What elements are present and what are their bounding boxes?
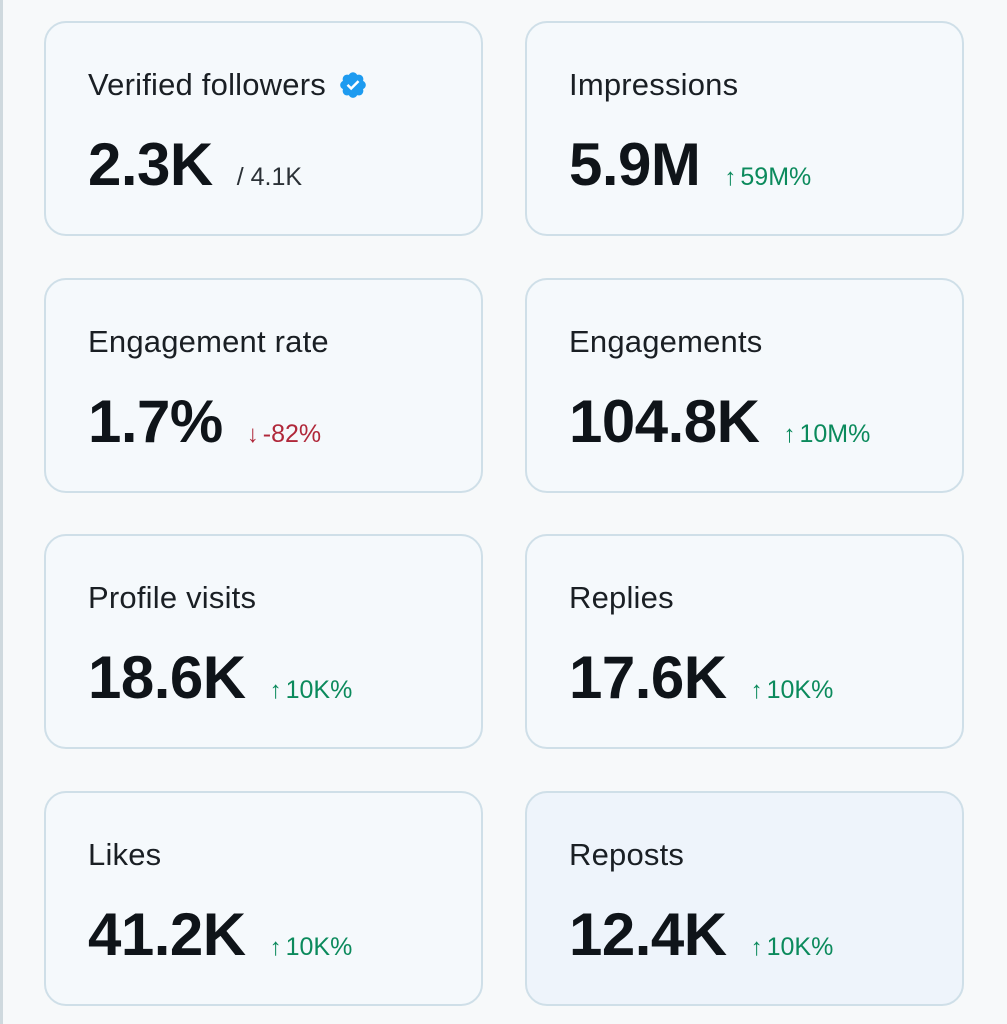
metric-delta: ↑ 10M% (783, 420, 870, 449)
arrow-up-icon: ↑ (750, 677, 763, 704)
metric-value: 104.8K (569, 388, 760, 455)
card-title-text: Verified followers (88, 67, 326, 102)
metric-value: 12.4K (569, 901, 727, 968)
metric-value: 1.7% (88, 388, 223, 455)
card-replies[interactable]: Replies 17.6K ↑ 10K% (525, 534, 964, 749)
card-impressions[interactable]: Impressions 5.9M ↑ 59M% (525, 21, 964, 236)
metric-delta: ↑ 10K% (751, 676, 834, 705)
verified-badge-icon (338, 70, 368, 100)
card-profile-visits[interactable]: Profile visits 18.6K ↑ 10K% (44, 534, 483, 749)
card-title: Engagement rate (88, 324, 329, 359)
value-row: 104.8K ↑ 10M% (569, 392, 870, 452)
value-row: 12.4K ↑ 10K% (569, 905, 833, 965)
card-engagements[interactable]: Engagements 104.8K ↑ 10M% (525, 278, 964, 493)
value-row: 5.9M ↑ 59M% (569, 135, 811, 195)
delta-value: 10M% (799, 420, 871, 448)
card-reposts[interactable]: Reposts 12.4K ↑ 10K% (525, 791, 964, 1006)
card-title: Verified followers (88, 67, 368, 103)
arrow-up-icon: ↑ (783, 421, 796, 448)
metric-delta: ↑ 59M% (724, 163, 811, 192)
metric-delta: ↓ -82% (247, 420, 321, 449)
card-title: Impressions (569, 67, 739, 102)
delta-value: 10K% (285, 933, 353, 961)
delta-value: 59M% (740, 163, 812, 191)
arrow-down-icon: ↓ (246, 421, 259, 448)
value-row: 18.6K ↑ 10K% (88, 648, 352, 708)
delta-value: 10K% (766, 676, 834, 704)
delta-value: 10K% (285, 676, 353, 704)
left-divider (0, 0, 3, 1024)
card-likes[interactable]: Likes 41.2K ↑ 10K% (44, 791, 483, 1006)
value-row: 1.7% ↓ -82% (88, 392, 321, 452)
arrow-up-icon: ↑ (750, 934, 763, 961)
metric-delta: ↑ 10K% (751, 933, 834, 962)
delta-value: -82% (262, 420, 322, 448)
arrow-up-icon: ↑ (269, 677, 282, 704)
delta-value: 10K% (766, 933, 834, 961)
metric-value: 41.2K (88, 901, 246, 968)
card-title: Profile visits (88, 580, 257, 615)
arrow-up-icon: ↑ (269, 934, 282, 961)
metric-value: 5.9M (569, 131, 701, 198)
value-row: 2.3K / 4.1K (88, 135, 302, 195)
card-title: Replies (569, 580, 674, 615)
card-title: Engagements (569, 324, 763, 359)
metric-total: / 4.1K (236, 163, 303, 191)
metric-delta: ↑ 10K% (270, 933, 353, 962)
value-row: 41.2K ↑ 10K% (88, 905, 352, 965)
card-verified-followers[interactable]: Verified followers 2.3K / 4.1K (44, 21, 483, 236)
metric-value: 18.6K (88, 644, 246, 711)
metric-delta: ↑ 10K% (270, 676, 353, 705)
arrow-up-icon: ↑ (724, 164, 737, 191)
card-title: Reposts (569, 837, 685, 872)
card-engagement-rate[interactable]: Engagement rate 1.7% ↓ -82% (44, 278, 483, 493)
value-row: 17.6K ↑ 10K% (569, 648, 833, 708)
card-title: Likes (88, 837, 162, 872)
metric-value: 2.3K (88, 131, 213, 198)
metric-value: 17.6K (569, 644, 727, 711)
